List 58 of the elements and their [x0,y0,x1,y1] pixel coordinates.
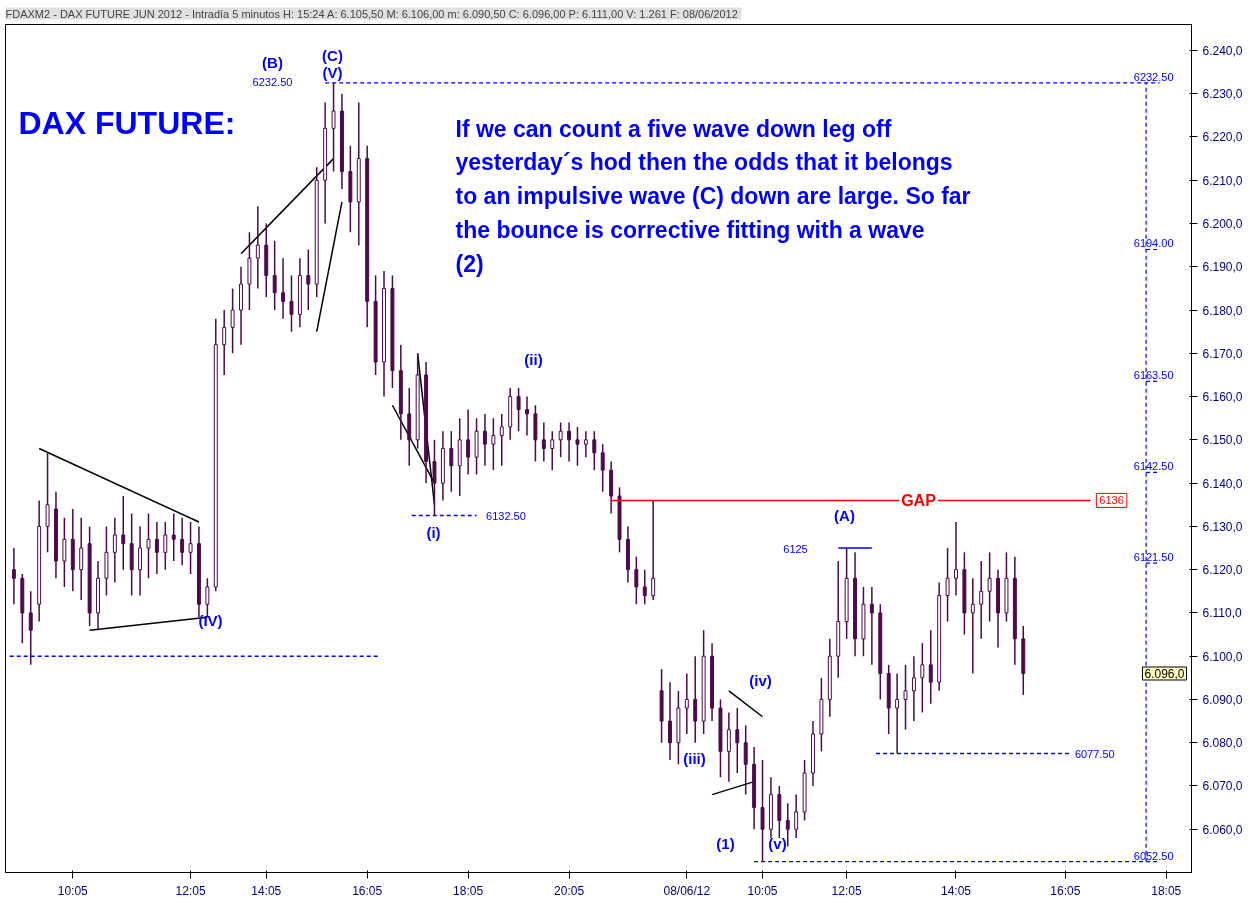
y-tick-label: 6.190,0 [1202,260,1243,275]
annotation: (ii) [524,351,543,368]
annotation: (A) [834,507,855,524]
y-tick-label: 6.200,0 [1202,217,1243,232]
y-tick-label: 6.110,0 [1202,606,1242,621]
annotation: DAX FUTURE: [18,104,236,141]
ref-line-label: 6232.50 [1133,70,1174,83]
x-tick-label: 16:05 [352,883,383,898]
annotation: (i) [426,523,441,541]
y-tick-label: 6.080,0 [1202,736,1243,751]
x-tick-label: 14:05 [251,883,282,898]
annotation: 6125 [783,542,808,555]
ref-line-label: 6194.00 [1133,237,1174,250]
chart-title: FDAXM2 - DAX FUTURE JUN 2012 - Intradía 5 minutos H: 15:24 A: 6.105,50 M: 6.106,00 m: 6.090,50 C: 6.096,00 P: 6.111,00 V: 1.261 F: 08/06/2012 [5,7,738,20]
ref-line-label: 6121.50 [1133,551,1174,564]
x-tick-label: 10:05 [747,883,778,898]
y-tick-label: 6.180,0 [1202,303,1243,318]
annotation: (iv) [749,672,772,689]
y-tick-label: 6.140,0 [1202,476,1243,491]
y-tick-label: 6.240,0 [1202,43,1243,58]
annotation: (v) [768,835,787,852]
y-tick-label: 6.170,0 [1202,346,1243,361]
x-tick-label: 10:05 [57,883,89,898]
ref-line-label: 6052.50 [1133,849,1174,862]
y-tick-label: 6.210,0 [1202,173,1243,188]
x-tick-label: 12:05 [831,883,862,898]
y-tick-label: 6.120,0 [1202,563,1243,578]
x-tick-label: 16:05 [1050,883,1081,898]
x-tick-label: 14:05 [940,883,972,898]
y-tick-label: 6.220,0 [1202,130,1243,145]
x-tick-label: 18:05 [1151,883,1182,898]
ref-line-label: 6136 [1099,494,1124,507]
annotation: (B) [262,54,283,71]
ref-line-label: 6142.50 [1133,460,1174,473]
y-tick-label: 6.130,0 [1202,519,1243,534]
annotation: If we can count a five wave down leg off yesterday´s hod then the odds that it belongs to an impulsive wave (C) down are large. So far the bounce is corrective fitting with a wave (2) [455,115,971,277]
annotation: 6232.50 [252,75,293,88]
y-tick-label: 6.070,0 [1202,779,1243,794]
y-tick-label: 6.150,0 [1202,433,1243,448]
annotation: (iii) [683,750,706,767]
x-tick-label: 12:05 [175,883,206,898]
y-tick-label: 6.160,0 [1202,390,1243,405]
ref-line-label: 6077.50 [1074,747,1115,760]
y-tick-label: 6.060,0 [1202,822,1243,837]
x-tick-label: 08/06/12 [663,883,711,898]
y-tick-label: 6.090,0 [1202,692,1243,707]
annotation: (IV) [198,612,223,629]
x-tick-label: 20:05 [554,883,585,898]
annotation: 6.096,0 [1144,667,1185,681]
annotation: (V) [322,64,343,81]
annotation: (1) [716,835,735,852]
y-tick-label: 6.230,0 [1202,87,1243,102]
y-tick-label: 6.100,0 [1202,649,1243,664]
annotation: GAP [901,491,937,509]
ref-line-label: 6163.50 [1133,369,1174,382]
annotation: (C) [322,47,343,64]
ref-line-label: 6132.50 [486,509,526,522]
x-tick-label: 18:05 [453,883,484,898]
